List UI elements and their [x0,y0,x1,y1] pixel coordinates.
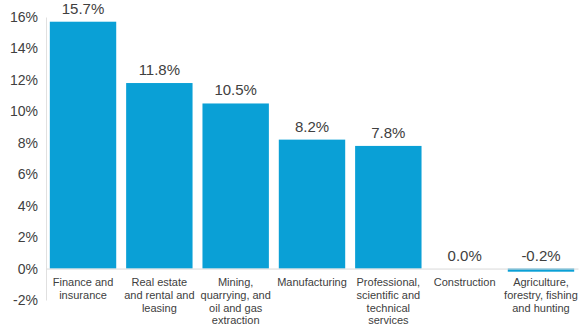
y-tick: 10% [10,103,46,119]
data-label: 8.2% [295,118,329,135]
y-tick-label: 14% [10,40,38,56]
y-tick-label: 16% [10,9,38,25]
data-label: 0.0% [448,247,482,264]
bar [202,103,268,268]
bar [279,140,345,269]
y-tick-label: 2% [18,229,38,245]
x-tick: Real estateand rental andleasing [124,269,194,314]
x-axis-line [47,269,579,270]
y-tick-label: 4% [18,198,38,214]
x-tick-label: Agriculture,forestry, fishingand hunting [504,276,578,313]
bars [50,22,574,272]
y-tick-label: 12% [10,72,38,88]
y-tick: 2% [18,229,46,245]
bar [126,83,192,269]
x-tick-label: Professional,scientific andtechnicalserv… [357,276,421,326]
data-labels: 15.7% 11.8% 10.5% 8.2% 7.8% 0.0% -0.2% [62,0,561,264]
data-label: 15.7% [62,0,105,17]
y-tick-label: 0% [18,261,38,277]
x-tick: Professional,scientific andtechnicalserv… [357,269,421,327]
x-tick-label: Finance andinsurance [53,276,114,301]
x-tick-label: Real estateand rental andleasing [124,276,194,313]
x-tick: Finance andinsurance [53,269,114,301]
data-label: 7.8% [371,124,405,141]
y-axis-line [46,18,47,301]
y-tick: 4% [18,198,46,214]
y-tick-label: 6% [18,166,38,182]
x-tick: Mining,quarrying, andoil and gasextracti… [201,269,271,327]
bar [355,146,421,269]
y-tick: 6% [18,166,46,182]
y-tick: 0% [18,261,46,277]
data-label: -0.2% [521,247,560,264]
x-tick-label: Construction [434,276,496,288]
x-tick-label: Mining,quarrying, andoil and gasextracti… [201,276,271,326]
x-tick: Construction [434,269,496,289]
y-axis: -2% 0% 2% 4% 6% 8% 10% 12% 14% 16% [10,9,47,308]
y-tick: 14% [10,40,46,56]
y-tick-label: 8% [18,135,38,151]
x-tick-label: Manufacturing [277,276,347,288]
x-tick: Manufacturing [277,269,347,289]
y-tick: -2% [13,292,46,308]
data-label: 11.8% [139,61,180,78]
y-tick: 16% [10,9,46,25]
y-tick-label: -2% [13,292,38,308]
y-tick: 8% [18,135,46,151]
x-tick: Agriculture,forestry, fishingand hunting [504,269,578,314]
data-label: 10.5% [214,81,257,98]
y-tick: 12% [10,72,46,88]
y-tick-label: 10% [10,103,38,119]
bar [50,22,116,269]
chart: -2% 0% 2% 4% 6% 8% 10% 12% 14% 16% Finance andinsu… [0,0,580,331]
x-axis: Finance andinsurance Real estateand renta… [47,269,579,327]
